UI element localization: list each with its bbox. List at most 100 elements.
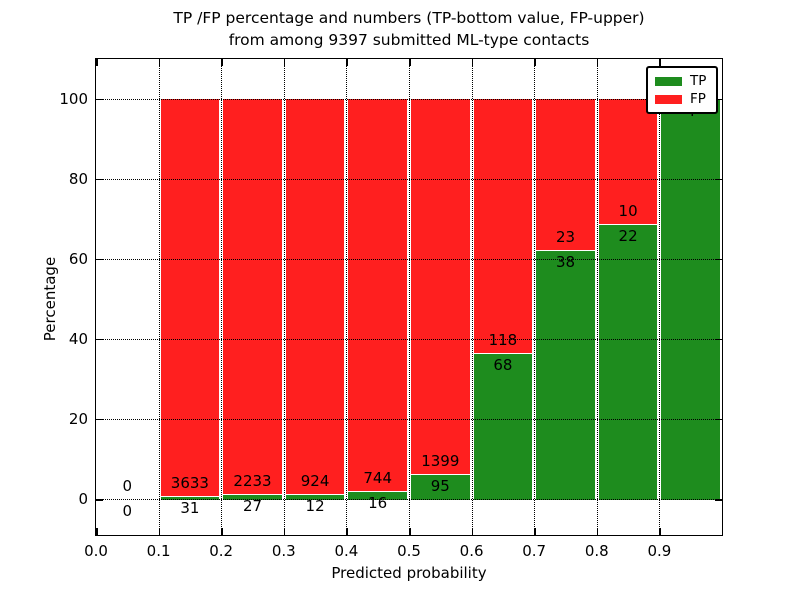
chart-title-line2: from among 9397 submitted ML-type contac… — [228, 31, 590, 49]
y-tick-mark — [96, 499, 103, 501]
legend: TP FP — [646, 66, 718, 114]
tp-count-label: 22 — [618, 226, 638, 245]
x-tick-label: 0.7 — [522, 542, 547, 560]
y-tick-label: 60 — [68, 249, 88, 268]
x-tick-mark — [346, 528, 348, 535]
x-tick-label: 0.2 — [209, 542, 234, 560]
horizontal-gridline — [96, 418, 722, 420]
x-tick-mark — [471, 528, 474, 535]
y-tick-mark — [96, 338, 103, 341]
x-tick-mark-top — [346, 59, 348, 66]
x-tick-mark — [283, 528, 286, 535]
x-tick-mark — [221, 528, 223, 535]
bar-segment-fp — [223, 98, 282, 496]
fp-count-label: 10 — [618, 201, 638, 220]
bar-segment-fp — [411, 98, 470, 475]
y-tick-label: 20 — [68, 409, 88, 428]
x-tick-label: 0.9 — [647, 542, 672, 560]
fp-count-label: 23 — [555, 227, 576, 246]
tp-count-label: 27 — [242, 497, 263, 516]
fp-count-label: 0 — [122, 477, 133, 495]
horizontal-gridline — [96, 258, 722, 260]
x-tick-label: 0.3 — [271, 542, 296, 560]
x-tick-label: 0.0 — [84, 542, 108, 560]
tp-swatch-icon — [655, 77, 682, 86]
y-tick-label: 40 — [68, 329, 88, 348]
x-tick-mark — [659, 528, 661, 535]
bar-segment-tp — [411, 473, 470, 500]
legend-label-fp: FP — [690, 91, 706, 107]
tp-count-label: 0 — [122, 502, 133, 520]
y-tick-mark — [96, 98, 103, 100]
bar-segment-fp — [598, 98, 658, 225]
fp-count-label: 1399 — [421, 451, 460, 470]
bar-segment-fp — [160, 98, 220, 497]
x-tick-label: 0.4 — [334, 542, 359, 560]
y-tick-label: 0 — [78, 490, 88, 508]
y-tick-mark-right — [715, 418, 722, 421]
legend-row-tp: TP — [655, 73, 716, 89]
y-tick-mark — [96, 258, 103, 261]
vertical-gridline — [596, 59, 598, 535]
fp-count-label: 2233 — [233, 472, 272, 491]
x-tick-mark-top — [283, 59, 286, 66]
bar-segment-fp — [473, 98, 533, 354]
vertical-gridline — [158, 59, 160, 535]
fp-swatch-icon — [655, 95, 682, 104]
x-tick-label: 0.8 — [584, 542, 609, 560]
bar-segment-tp — [598, 223, 658, 500]
vertical-gridline — [346, 59, 348, 535]
x-tick-mark — [158, 528, 161, 535]
x-tick-mark-top — [221, 59, 223, 66]
x-tick-mark-top — [96, 59, 98, 66]
x-tick-mark-top — [409, 59, 411, 66]
x-tick-mark-top — [596, 59, 599, 66]
vertical-gridline — [471, 59, 473, 535]
tp-count-label: 12 — [305, 496, 325, 515]
x-tick-mark-top — [534, 59, 536, 66]
plot-area: 0 0 3633 31 2233 27 924 12 744 16 1399 95 118 68 23 38 1… — [95, 58, 723, 536]
bar-segment-fp — [536, 98, 595, 251]
y-tick-mark — [96, 418, 103, 421]
y-tick-mark-right — [715, 338, 722, 341]
y-tick-label: 100 — [59, 89, 88, 108]
bar-segment-fp — [348, 98, 407, 492]
horizontal-gridline — [96, 98, 722, 100]
vertical-gridline — [534, 59, 536, 535]
legend-row-fp: FP — [655, 91, 716, 107]
x-tick-mark — [596, 528, 599, 535]
horizontal-gridline — [96, 499, 722, 500]
x-tick-mark — [534, 528, 536, 535]
y-tick-mark — [96, 178, 103, 181]
bar-segment-tp — [661, 98, 720, 500]
vertical-gridline — [283, 59, 285, 535]
horizontal-gridline — [96, 178, 722, 180]
bar-segment-tp — [473, 352, 533, 500]
vertical-gridline — [659, 59, 661, 535]
fp-count-label: 3633 — [170, 473, 209, 492]
tp-count-label: 31 — [180, 498, 200, 517]
y-tick-mark-right — [715, 258, 722, 261]
legend-label-tp: TP — [690, 73, 707, 89]
y-tick-label: 80 — [68, 169, 88, 188]
x-tick-mark-top — [158, 59, 161, 66]
x-axis-label: Predicted probability — [331, 564, 487, 582]
tp-count-label: 16 — [368, 493, 388, 512]
x-tick-mark — [409, 528, 411, 535]
x-tick-label: 0.6 — [459, 542, 484, 560]
x-tick-label: 0.1 — [146, 542, 171, 560]
y-tick-mark-right — [715, 98, 722, 100]
horizontal-gridline — [96, 338, 722, 340]
fp-count-label: 924 — [300, 471, 330, 490]
tp-count-label: 68 — [493, 355, 513, 374]
y-tick-mark-right — [715, 499, 722, 501]
fp-count-label: 118 — [488, 330, 518, 349]
tp-count-label: 38 — [555, 252, 576, 271]
bar-segment-fp — [285, 98, 345, 495]
x-tick-mark-top — [471, 59, 474, 66]
bar-segment-tp — [536, 249, 595, 500]
x-tick-mark-top — [659, 59, 661, 66]
vertical-gridline — [221, 59, 223, 535]
y-tick-mark-right — [715, 178, 722, 181]
